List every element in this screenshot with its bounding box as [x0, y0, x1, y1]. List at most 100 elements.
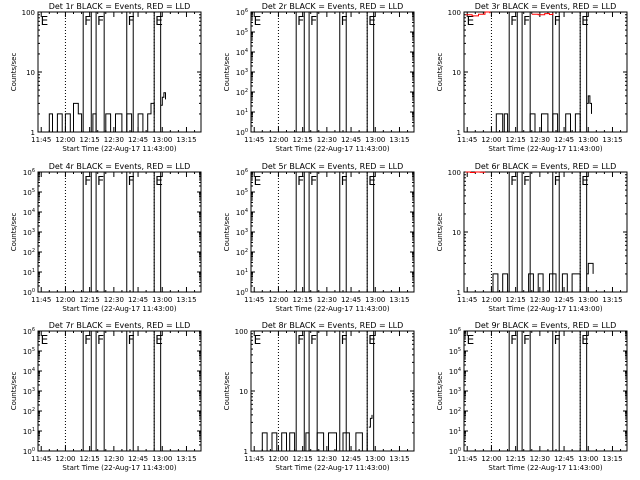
x-tick-label: 12:00 — [481, 136, 501, 144]
y-tick-label: 10 — [26, 69, 35, 77]
panel-title: Det 5r BLACK = Events, RED = LLD — [262, 162, 404, 171]
x-tick-label: 12:45 — [341, 455, 361, 463]
y-tick-label: 101 — [236, 108, 248, 117]
flag-label: F — [510, 14, 517, 28]
x-tick-label: 12:30 — [530, 136, 550, 144]
x-tick-label: 12:00 — [481, 296, 501, 304]
x-tick-label: 11:45 — [457, 455, 477, 463]
y-axis-label: Counts/sec — [436, 372, 444, 411]
x-tick-label: 13:15 — [176, 136, 196, 144]
y-tick-label: 10 — [452, 229, 461, 237]
x-axis-label: Start Time (22-Aug-17 11:43:00) — [488, 145, 602, 153]
x-tick-label: 12:00 — [55, 455, 75, 463]
panel-title: Det 1r BLACK = Events, RED = LLD — [49, 2, 191, 11]
x-tick-label: 13:00 — [152, 136, 172, 144]
y-tick-label: 10 — [239, 388, 248, 396]
x-tick-label: 12:45 — [128, 455, 148, 463]
x-tick-label: 11:45 — [244, 455, 264, 463]
y-tick-label: 105 — [236, 188, 248, 197]
x-tick-label: 13:15 — [389, 296, 409, 304]
x-tick-label: 12:00 — [268, 136, 288, 144]
flag-label: E — [254, 14, 262, 28]
y-tick-label: 100 — [236, 128, 248, 137]
panel-title: Det 2r BLACK = Events, RED = LLD — [262, 2, 404, 11]
flag-label: F — [523, 14, 530, 28]
flag-label: F — [310, 174, 317, 188]
y-tick-label: 104 — [236, 48, 248, 57]
x-tick-label: 12:00 — [55, 136, 75, 144]
flag-label: F — [297, 174, 304, 188]
y-tick-label: 105 — [23, 188, 35, 197]
y-tick-label: 103 — [23, 387, 35, 396]
x-tick-label: 12:15 — [80, 296, 100, 304]
flag-label: E — [368, 14, 376, 28]
x-tick-label: 12:45 — [341, 136, 361, 144]
x-tick-label: 12:30 — [317, 455, 337, 463]
events-trace — [368, 414, 373, 428]
flag-label: E — [254, 333, 262, 347]
x-axis-label: Start Time (22-Aug-17 11:43:00) — [275, 305, 389, 313]
y-tick-label: 104 — [236, 208, 248, 217]
x-tick-label: 13:15 — [176, 296, 196, 304]
x-tick-label: 11:45 — [457, 136, 477, 144]
x-tick-label: 13:15 — [602, 296, 622, 304]
events-trace — [586, 95, 592, 114]
panel-title: Det 9r BLACK = Events, RED = LLD — [475, 321, 617, 330]
flag-label: F — [128, 14, 135, 28]
x-tick-label: 12:15 — [506, 296, 526, 304]
flag-label: E — [254, 174, 262, 188]
y-tick-label: 100 — [235, 328, 248, 336]
y-tick-label: 102 — [236, 248, 248, 257]
y-tick-label: 100 — [448, 9, 461, 17]
flag-label: F — [310, 14, 317, 28]
x-tick-label: 12:15 — [506, 455, 526, 463]
y-tick-label: 101 — [23, 268, 35, 277]
flag-label: F — [554, 14, 561, 28]
x-tick-label: 13:00 — [578, 136, 598, 144]
y-tick-label: 102 — [23, 407, 35, 416]
x-tick-label: 12:45 — [128, 296, 148, 304]
panel-title: Det 4r BLACK = Events, RED = LLD — [49, 162, 191, 171]
events-trace — [251, 432, 368, 452]
plot-frame — [37, 330, 202, 452]
y-tick-label: 105 — [236, 28, 248, 37]
x-tick-label: 12:15 — [293, 455, 313, 463]
x-tick-label: 12:45 — [554, 296, 574, 304]
x-tick-label: 12:15 — [506, 136, 526, 144]
x-axis-label: Start Time (22-Aug-17 11:43:00) — [488, 305, 602, 313]
events-trace — [38, 102, 155, 133]
y-tick-label: 1 — [457, 289, 461, 297]
y-tick-label: 1 — [457, 129, 461, 137]
x-tick-label: 11:45 — [31, 455, 51, 463]
x-tick-label: 13:15 — [176, 455, 196, 463]
x-tick-label: 11:45 — [457, 296, 477, 304]
y-tick-label: 106 — [236, 168, 248, 177]
flag-label: F — [84, 174, 91, 188]
x-tick-label: 13:15 — [602, 136, 622, 144]
flag-label: E — [581, 174, 589, 188]
x-tick-label: 12:45 — [128, 136, 148, 144]
x-tick-label: 13:00 — [152, 296, 172, 304]
flag-label: F — [297, 14, 304, 28]
plot-frame — [463, 171, 628, 293]
x-tick-label: 13:15 — [389, 455, 409, 463]
plot-frame — [463, 330, 628, 452]
flag-label: E — [368, 333, 376, 347]
x-axis-label: Start Time (22-Aug-17 11:43:00) — [62, 305, 176, 313]
panel-title: Det 6r BLACK = Events, RED = LLD — [475, 162, 617, 171]
flag-label: F — [341, 333, 348, 347]
flag-label: F — [523, 333, 530, 347]
x-tick-label: 13:00 — [365, 455, 385, 463]
x-tick-label: 12:45 — [554, 136, 574, 144]
flag-label: F — [310, 333, 317, 347]
x-tick-label: 12:45 — [341, 296, 361, 304]
y-tick-label: 106 — [236, 8, 248, 17]
y-tick-label: 104 — [23, 367, 35, 376]
y-tick-label: 101 — [236, 268, 248, 277]
x-tick-label: 13:00 — [578, 455, 598, 463]
